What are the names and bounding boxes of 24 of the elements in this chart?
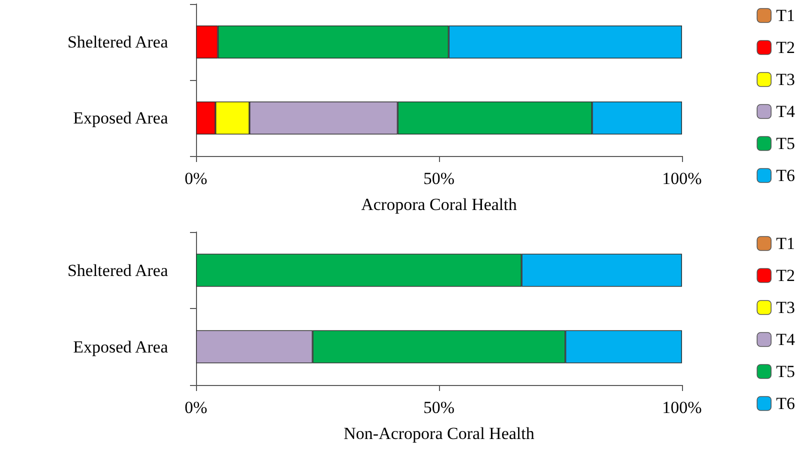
legend-label: T6 — [776, 166, 796, 185]
x-tick-label: 0% — [184, 398, 208, 417]
x-axis-title: Non-Acropora Coral Health — [344, 424, 535, 443]
legend-label: T4 — [776, 330, 796, 349]
y-tick-label: Exposed Area — [73, 337, 168, 356]
legend-label: T4 — [776, 102, 796, 121]
legend-label: T2 — [776, 38, 796, 57]
legend-label: T3 — [776, 70, 796, 89]
legend-label: T2 — [776, 266, 796, 285]
legend-label: T1 — [776, 6, 796, 25]
legend-label: T5 — [776, 134, 796, 153]
y-tick-label: Sheltered Area — [67, 260, 168, 280]
x-tick-label: 100% — [662, 398, 702, 417]
legend-label: T3 — [776, 298, 796, 317]
x-tick-label: 50% — [423, 398, 455, 417]
legend-label: T5 — [776, 362, 796, 381]
legend-label: T1 — [776, 234, 796, 253]
x-axis-title: Acropora Coral Health — [361, 195, 518, 214]
x-tick-label: 50% — [423, 169, 455, 188]
y-tick-label: Sheltered Area — [67, 32, 168, 52]
y-tick-label: Exposed Area — [73, 108, 168, 128]
x-tick-label: 100% — [662, 169, 702, 188]
x-tick-label: 0% — [184, 169, 208, 188]
legend-label: T6 — [776, 394, 796, 413]
